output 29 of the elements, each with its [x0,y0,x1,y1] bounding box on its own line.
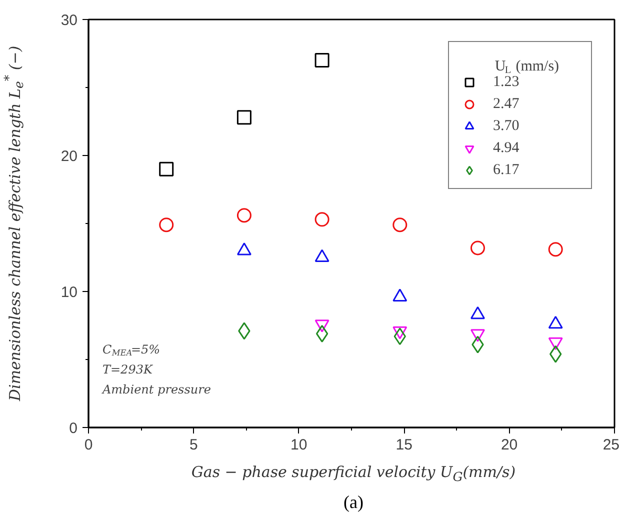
x-axis-title: Gas − phase superficial velocity U$_{G}$(mm/s) [191,462,516,486]
x-tick-label: 25 [602,436,619,454]
point [314,212,330,227]
point [159,218,174,232]
x-tick-label: 15 [396,436,412,454]
point [236,110,252,125]
x-tick-label: 10 [290,436,308,454]
annotation: T=293K [102,362,154,376]
point [548,242,563,257]
y-tick-label: 10 [60,284,78,301]
annotation: Ambient pressure [102,382,211,396]
x-tick-label: 0 [84,436,93,454]
legend-label: 6.17 [493,162,520,178]
point [314,53,330,68]
y-tick-label: 30 [60,12,78,29]
legend-label: 1.23 [493,74,520,90]
point [392,218,408,232]
text: (a) [344,491,364,514]
y-tick-label: 0 [69,420,78,437]
x-tick-label: 20 [500,436,518,454]
legend-label: 3.70 [493,118,520,134]
point [236,208,252,223]
x-tick-label: 5 [190,436,198,454]
legend-label: 4.94 [493,140,520,156]
point [470,240,485,256]
point [159,162,174,176]
point [316,324,328,342]
y-tick-label: 20 [60,148,78,165]
legend-label: 2.47 [493,96,520,112]
